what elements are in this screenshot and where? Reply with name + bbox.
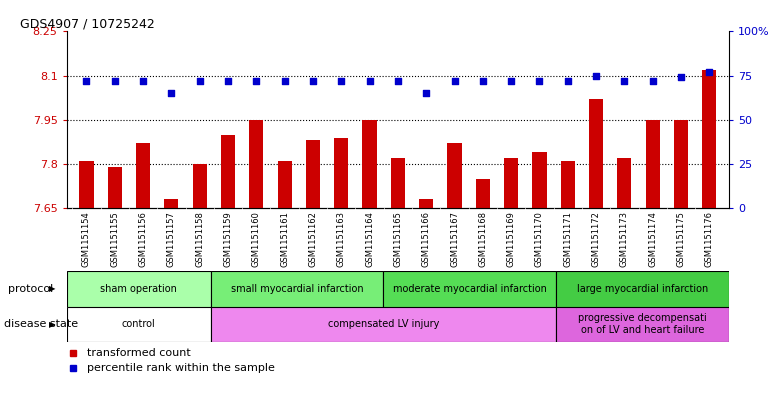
Text: protocol: protocol (8, 284, 53, 294)
Text: GSM1151163: GSM1151163 (337, 211, 346, 267)
Bar (589, 99, 603, 208)
Bar (193, 164, 207, 208)
Bar (504, 158, 518, 208)
Point (561, 78, 574, 84)
Point (363, 78, 376, 84)
Text: GSM1151155: GSM1151155 (111, 211, 119, 267)
Text: GSM1151168: GSM1151168 (478, 211, 488, 267)
Bar (702, 70, 717, 208)
Text: GDS4907 / 10725242: GDS4907 / 10725242 (20, 17, 155, 30)
Text: GSM1151173: GSM1151173 (620, 211, 629, 267)
Text: disease state: disease state (4, 319, 78, 329)
Bar (561, 161, 575, 208)
Point (618, 78, 630, 84)
Point (420, 90, 433, 97)
Text: small myocardial infarction: small myocardial infarction (230, 284, 363, 294)
Text: GSM1151156: GSM1151156 (139, 211, 147, 267)
Text: GSM1151157: GSM1151157 (167, 211, 176, 267)
Text: GSM1151158: GSM1151158 (195, 211, 204, 267)
Bar (383, 271, 557, 307)
Point (477, 78, 489, 84)
Text: GSM1151176: GSM1151176 (705, 211, 713, 267)
Bar (362, 120, 376, 208)
Bar (390, 158, 405, 208)
Text: GSM1151171: GSM1151171 (563, 211, 572, 267)
Bar (476, 179, 490, 208)
Text: GSM1151170: GSM1151170 (535, 211, 544, 267)
Text: GSM1151159: GSM1151159 (223, 211, 233, 267)
Bar (334, 138, 348, 208)
Bar (645, 120, 660, 208)
Text: GSM1151162: GSM1151162 (308, 211, 318, 267)
Point (194, 78, 206, 84)
Bar (532, 152, 546, 208)
Text: GSM1151160: GSM1151160 (252, 211, 261, 267)
Point (703, 69, 716, 75)
Point (646, 78, 659, 84)
Point (505, 78, 517, 84)
Point (222, 78, 234, 84)
Text: GSM1151169: GSM1151169 (506, 211, 516, 267)
Point (250, 78, 263, 84)
Bar (557, 307, 729, 342)
Bar (211, 271, 383, 307)
Text: percentile rank within the sample: percentile rank within the sample (86, 364, 274, 373)
Point (136, 78, 149, 84)
Bar (278, 161, 292, 208)
Text: ▶: ▶ (49, 285, 56, 293)
Text: transformed count: transformed count (86, 347, 191, 358)
Point (675, 74, 688, 81)
Bar (107, 167, 122, 208)
Text: control: control (122, 319, 155, 329)
Point (278, 78, 291, 84)
Text: GSM1151166: GSM1151166 (422, 211, 430, 267)
Bar (674, 120, 688, 208)
Text: GSM1151175: GSM1151175 (677, 211, 685, 267)
Text: GSM1151167: GSM1151167 (450, 211, 459, 267)
Text: GSM1151165: GSM1151165 (394, 211, 402, 267)
Text: GSM1151174: GSM1151174 (648, 211, 657, 267)
Bar (448, 143, 462, 208)
Point (335, 78, 347, 84)
Bar (306, 141, 320, 208)
Text: ▶: ▶ (49, 320, 56, 329)
Point (392, 78, 405, 84)
Text: moderate myocardial infarction: moderate myocardial infarction (393, 284, 546, 294)
Text: GSM1151164: GSM1151164 (365, 211, 374, 267)
Text: GSM1151154: GSM1151154 (82, 211, 91, 267)
Bar (419, 200, 434, 208)
Text: sham operation: sham operation (100, 284, 177, 294)
Point (448, 78, 461, 84)
Point (165, 90, 178, 97)
Point (108, 78, 121, 84)
Point (590, 72, 602, 79)
Bar (221, 134, 235, 208)
Bar (211, 307, 557, 342)
Text: progressive decompensati
on of LV and heart failure: progressive decompensati on of LV and he… (579, 314, 707, 335)
Bar (136, 143, 151, 208)
Bar (249, 120, 263, 208)
Text: GSM1151172: GSM1151172 (592, 211, 601, 267)
Bar (165, 200, 179, 208)
Bar (67, 307, 211, 342)
Text: compensated LV injury: compensated LV injury (328, 319, 439, 329)
Point (307, 78, 319, 84)
Point (80, 78, 93, 84)
Bar (79, 161, 93, 208)
Bar (557, 271, 729, 307)
Text: GSM1151161: GSM1151161 (280, 211, 289, 267)
Text: large myocardial infarction: large myocardial infarction (577, 284, 708, 294)
Point (533, 78, 546, 84)
Bar (67, 271, 211, 307)
Bar (617, 158, 631, 208)
